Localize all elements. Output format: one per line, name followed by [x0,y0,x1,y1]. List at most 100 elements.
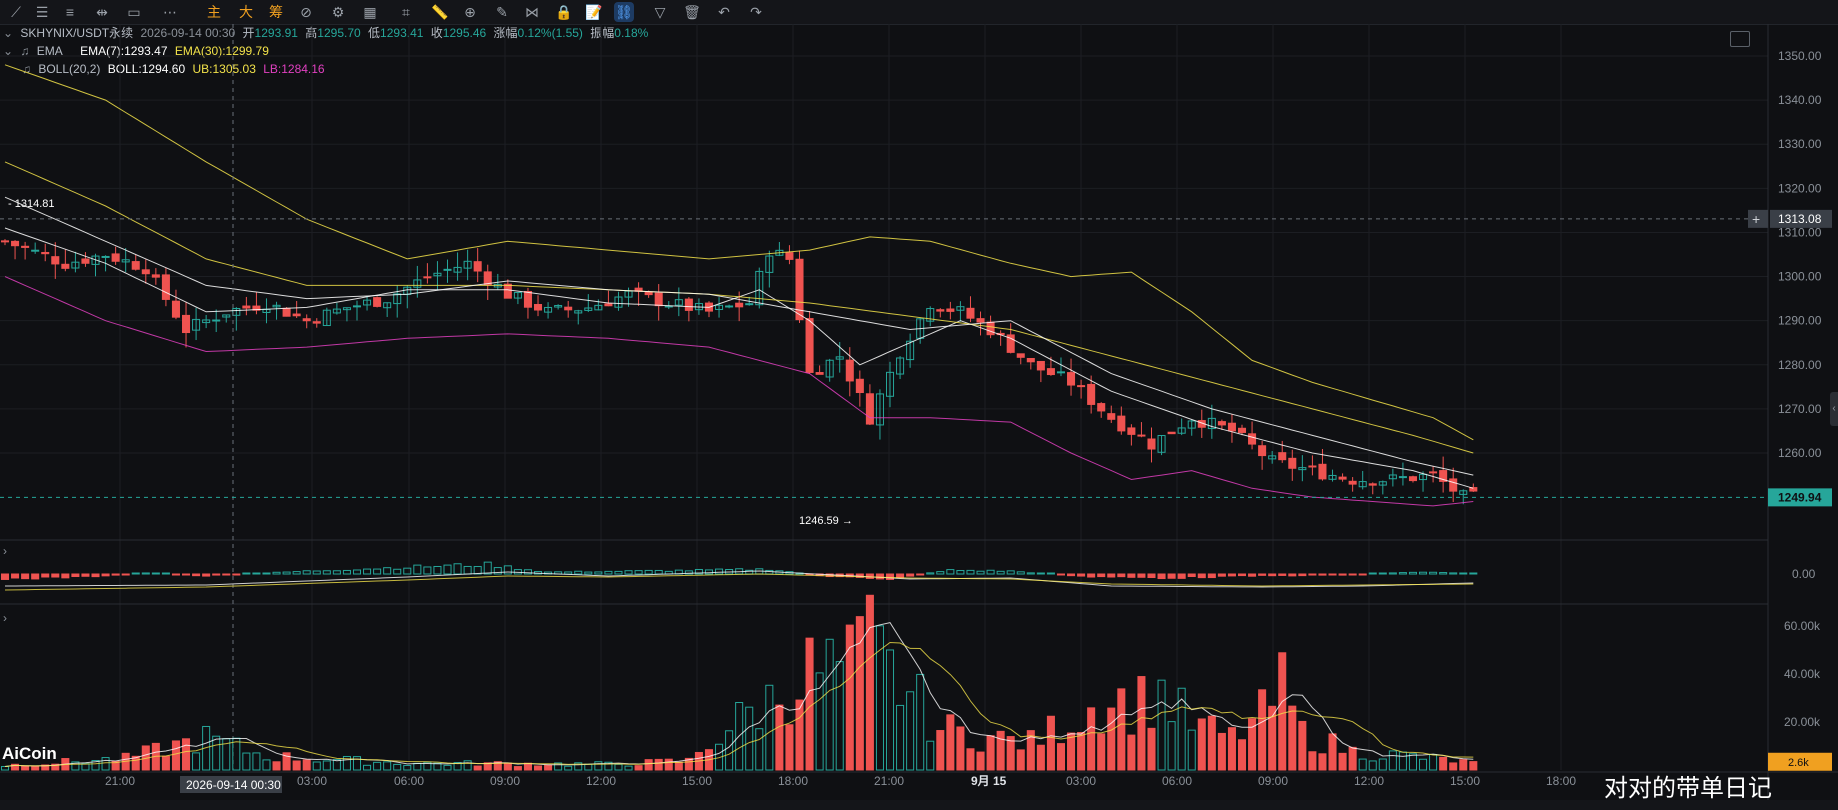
magnet-icon[interactable]: ⋈ [525,4,539,20]
macd-bar [403,567,412,575]
volume-bar [1157,679,1166,771]
macd-bar [1398,572,1407,575]
candle [1026,358,1035,363]
horizontal-ray-icon[interactable]: ⇹ [96,4,108,20]
candle [1358,481,1367,488]
chart-settings-icon[interactable]: ⚙ [331,4,345,20]
candle [322,309,331,327]
macd-bar [1227,573,1236,577]
volume-tick-label: 40.00k [1784,667,1821,681]
volume-bar [443,764,452,771]
macd-bar [1087,573,1096,578]
ruler-icon[interactable]: 📏 [431,4,449,20]
candle [735,302,744,308]
macd-bar [71,573,80,577]
volume-bar [976,751,985,771]
price-tick-label: 1320.00 [1778,181,1822,195]
rectangle-tool-icon[interactable]: ▭ [127,4,141,20]
candle [1288,457,1297,469]
volume-bar [1358,758,1367,771]
macd-bar [704,569,714,575]
macd-bar [996,570,1005,575]
candle [272,304,281,308]
macd-bar [594,571,603,575]
candle [1248,433,1257,445]
chips-icon[interactable]: 筹 [269,4,283,20]
zoom-in-icon[interactable]: ⊕ [464,4,476,20]
time-tick-label: 15:00 [1450,774,1480,788]
line-tool-icon[interactable]: ⟋ [11,4,21,20]
amplitude-label: 振幅 [590,26,615,40]
volume-bar [885,649,895,771]
candle [242,305,251,309]
indicator-line-ub [4,64,1474,441]
volume-bar [322,760,331,771]
bell-boll-icon[interactable]: ♫ [22,62,31,76]
candlestick-chart[interactable]: › › - 1314.81 1246.59 → 1260.00 1270.00 1280.0… [0,24,1838,800]
parallel-lines-icon[interactable]: ☰ [35,4,49,20]
edit-note-icon[interactable]: 📝 [585,4,603,20]
crop-tool-icon[interactable]: ⌗ [402,4,410,20]
candle [785,252,794,260]
volume-bar [91,760,100,771]
collapse-legend-icon[interactable]: ⌄ [3,26,14,40]
main-chart-icon[interactable]: 主 [207,4,221,20]
horizontal-lines-icon[interactable]: ≡ [65,4,75,20]
volume-bar [1288,705,1297,771]
macd-bar [31,573,40,580]
candle [1087,383,1096,405]
candle [141,269,150,275]
brush-icon[interactable]: ✎ [496,4,508,20]
dif-line [5,570,1474,588]
macd-bar [1358,573,1367,576]
macd-bar [1378,572,1387,575]
indicator-template-icon[interactable]: ⊘ [300,4,312,20]
candle [222,314,231,318]
candle [745,303,754,306]
candle [795,258,804,321]
add-alert-button[interactable] [1748,209,1768,228]
candle [71,261,80,269]
candle [855,378,864,394]
trash-icon[interactable]: 🗑 [683,4,701,20]
dea-line [4,573,1474,591]
collapse-panel-icon[interactable]: ‹ [1830,392,1838,426]
redo-icon[interactable]: ↷ [750,4,762,20]
candle [544,306,553,313]
candle [121,259,130,263]
macd-bar [1318,573,1327,576]
boll-name[interactable]: BOLL(20,2) [38,62,101,76]
volume-bar [544,764,553,771]
volume-bar [312,761,321,771]
volume-bar [936,730,945,771]
ema-name[interactable]: EMA [36,44,63,58]
bell-icon[interactable]: ♫ [20,44,30,58]
macd-bar [383,567,392,575]
volume-bar [845,624,854,771]
large-icon[interactable]: 大 [239,4,253,20]
symbol-name[interactable]: SKHYNIX/USDT永续 [20,26,134,40]
layout-icon[interactable]: ▦ [363,4,377,20]
filter-icon[interactable]: ▽ [654,4,666,20]
collapse-volume-icon: › [3,611,7,625]
lock-icon[interactable]: 🔒 [555,4,573,20]
macd-bar [1197,573,1206,579]
candle [161,274,170,300]
last-price-label: 1249.94 [1778,490,1822,504]
fullscreen-icon[interactable] [1730,31,1750,47]
macd-bar [121,573,130,576]
time-tick-label: 18:00 [1546,774,1576,788]
undo-icon[interactable]: ↶ [718,4,730,20]
macd-bar [342,569,351,575]
time-tick-label: 03:00 [1066,774,1096,788]
volume-bar [0,765,10,771]
macd-bar [1237,573,1247,577]
collapse-ema-icon[interactable]: ⌄ [3,44,14,58]
candle [534,304,543,311]
dotted-path-icon[interactable]: ⋯ [163,4,177,20]
macd-bar [1016,571,1025,575]
link-icon[interactable]: ⛓ [614,2,634,22]
macd-bar [272,571,281,575]
volume-bar [1006,736,1015,771]
volume-bar [1378,758,1387,771]
